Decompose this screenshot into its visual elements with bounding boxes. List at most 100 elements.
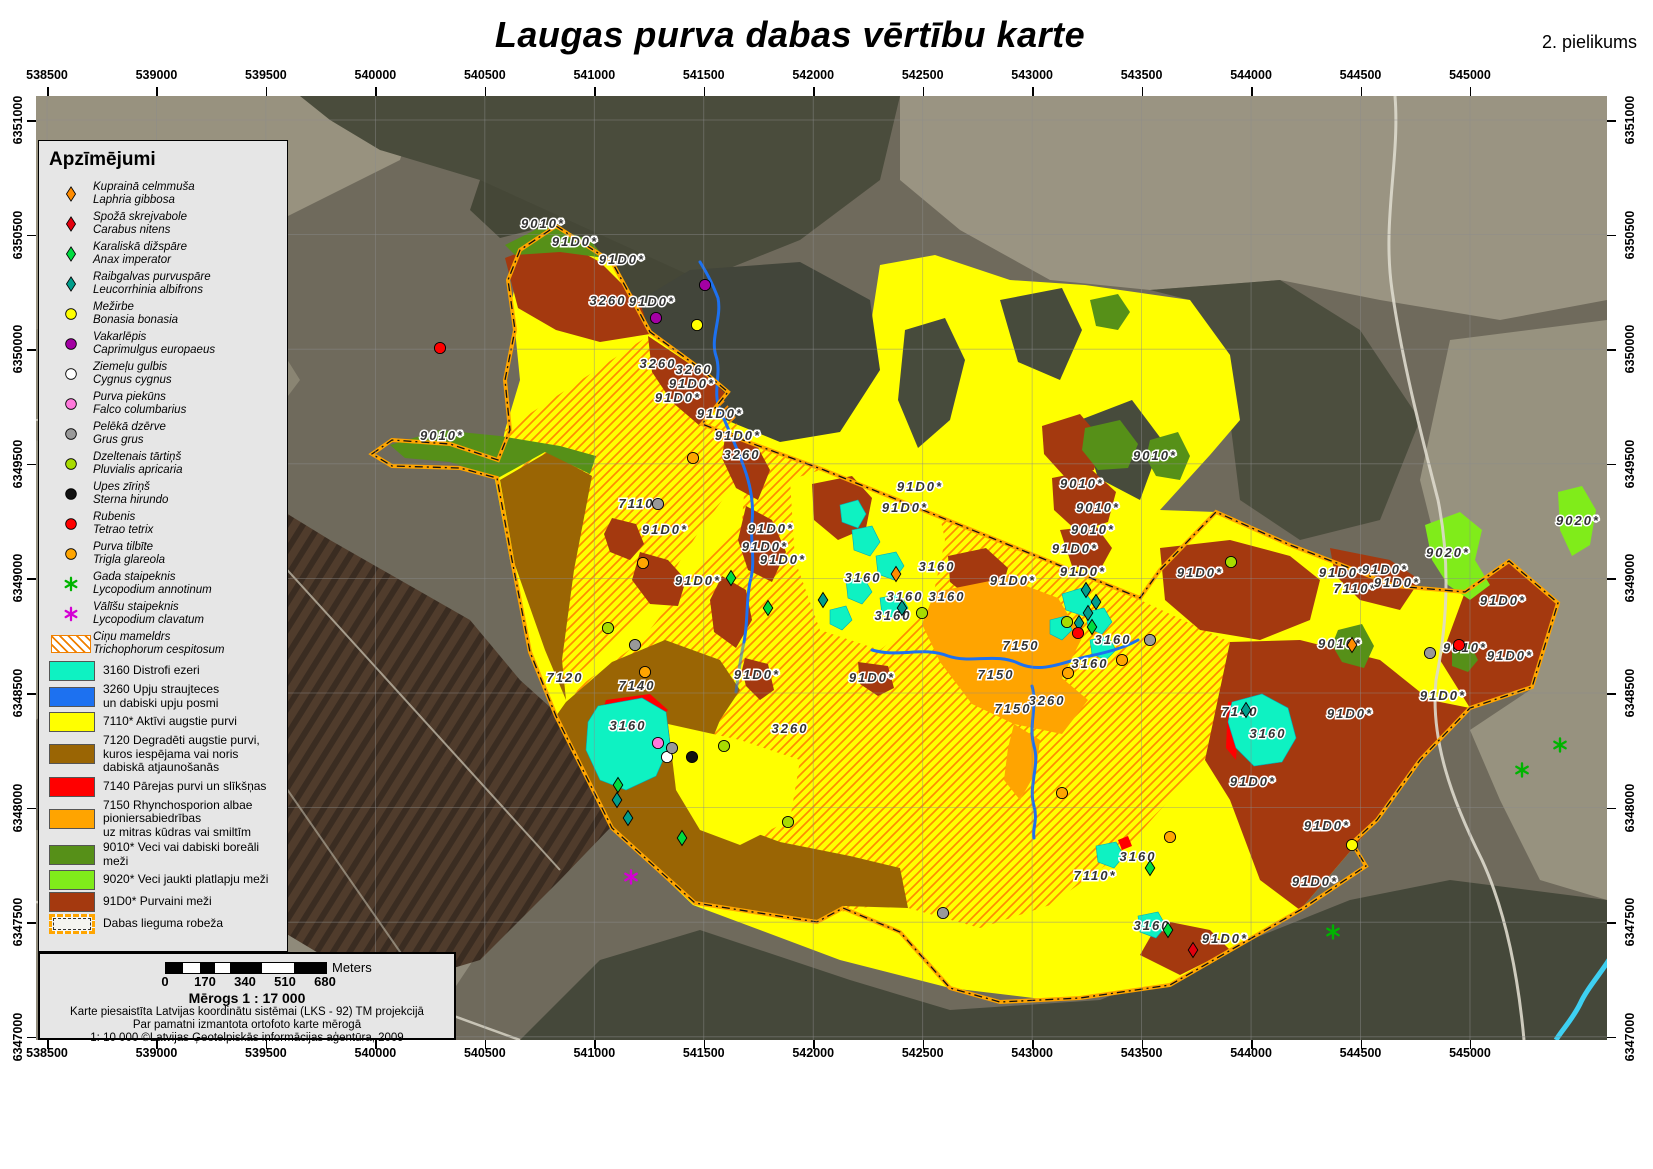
axis-coordinate-label: 543500 — [1120, 68, 1163, 82]
axis-tick — [27, 349, 36, 351]
legend-habitat-row-3160: 3160 Distrofi ezeri — [49, 661, 279, 681]
habitat-label-91D0: 91D0* — [1420, 688, 1466, 703]
habitat-label: 91D0* Purvaini meži — [103, 894, 212, 909]
habitat-label-91D0: 91D0* — [1052, 541, 1098, 556]
species-name: Mežirbe Bonasia bonasia — [93, 300, 179, 327]
axis-tick — [1607, 1036, 1616, 1039]
axis-coordinate-label: 6350000 — [11, 324, 25, 374]
habitat-label: 9020* Veci jaukti platlapju meži — [103, 872, 269, 887]
axis-coordinate-label: 544000 — [1230, 68, 1272, 82]
legend-habitat-row-7110: 7110* Aktīvi augstie purvi — [49, 712, 279, 732]
species-name: Ziemeļu gulbis Cygnus cygnus — [93, 360, 172, 387]
habitat-label-91D0: 91D0* — [599, 252, 645, 267]
axis-tick — [594, 1040, 596, 1049]
axis-tick — [27, 922, 36, 924]
diamond-green-marker — [762, 599, 774, 617]
habitat-label: 7150 Rhynchosporion albae pioniersabiedrī… — [103, 797, 253, 839]
habitat-label-3160: 3160 — [1120, 849, 1157, 864]
habitat-label-91D0: 91D0* — [748, 521, 794, 536]
circle-orange-marker — [1163, 830, 1177, 844]
axis-coordinate-label: 6348000 — [11, 783, 25, 832]
star-green-icon — [49, 574, 93, 594]
habitat-label-3260: 3260 — [590, 293, 627, 308]
circle-orange-marker — [638, 665, 652, 679]
map-scale: Mērogs 1 : 17 000 — [188, 990, 306, 1006]
habitat-label-3160: 3160 — [875, 608, 912, 623]
habitat-label-7150: 7150 — [978, 667, 1015, 682]
species-name: Karaliskā dižspāre Anax imperator — [93, 240, 187, 267]
habitat-label-91D0: 91D0* — [734, 667, 780, 682]
legend-species-row: Spožā skrejvabole Carabus nitens — [49, 209, 279, 239]
axis-tick — [1141, 1040, 1144, 1049]
habitat-label-7110: 7110* — [1073, 868, 1116, 883]
circle-red-marker — [65, 518, 77, 530]
habitat-swatch-3260 — [49, 686, 95, 707]
page-title: Laugas purva dabas vērtību karte — [494, 14, 1086, 55]
circle-gray-marker — [1143, 633, 1157, 647]
habitat-swatch-7110 — [49, 712, 95, 732]
axis-tick — [27, 463, 36, 466]
legend-panel: Apzīmējumi Kuprainā celmmuša Laphria gibb… — [38, 140, 288, 952]
axis-tick — [27, 578, 36, 580]
axis-coordinate-label: 6349500 — [11, 439, 25, 489]
circle-yellow-marker — [1345, 838, 1359, 852]
axis-tick — [1607, 693, 1616, 695]
species-name: Rubenis Tetrao tetrix — [93, 510, 154, 537]
habitat-label-91D0: 91D0* — [642, 522, 688, 537]
habitat-label-7140: 7140 — [619, 678, 656, 693]
axis-coordinate-label: 539500 — [245, 1046, 287, 1060]
circle-yellowgreen-marker — [781, 815, 795, 829]
star-green-marker — [1553, 737, 1567, 753]
axis-tick — [1469, 1040, 1472, 1049]
diamond-teal-marker — [817, 591, 829, 609]
axis-coordinate-label: 538500 — [26, 1046, 68, 1060]
habitat-label-91D0: 91D0* — [675, 573, 721, 588]
diamond-green-marker — [1162, 921, 1174, 939]
circle-orange-marker — [1115, 653, 1129, 667]
axis-coordinate-label: 545000 — [1449, 1046, 1491, 1060]
reserve-boundary — [368, 223, 1561, 1005]
axis-coordinate-label: 6347500 — [11, 897, 25, 947]
star-green-marker — [1326, 924, 1340, 940]
habitat-label-91D0: 91D0* — [1304, 818, 1350, 833]
habitat-label-91D0: 91D0* — [1060, 564, 1106, 579]
species-name: Pelēkā dzērve Grus grus — [93, 420, 166, 447]
circle-gray-icon — [49, 424, 93, 444]
habitat-label-91D0: 91D0* — [1362, 562, 1408, 577]
diamond-red-icon — [49, 214, 93, 234]
legend-species-row: Rubenis Tetrao tetrix — [49, 509, 279, 539]
axis-tick — [484, 87, 487, 96]
species-name: Vakarlēpis Caprimulgus europaeus — [93, 330, 216, 357]
axis-coordinate-label: 540500 — [463, 1046, 506, 1060]
axis-coordinate-label: 541500 — [682, 1046, 725, 1060]
circle-orange-marker — [65, 548, 77, 560]
habitat-label-91D0: 91D0* — [697, 406, 743, 421]
scalebar-tick: 680 — [314, 974, 336, 989]
axis-coordinate-label: 544500 — [1339, 1046, 1382, 1060]
habitat-label: 3260 Upju straujteces un dabiski upju pos… — [103, 682, 220, 710]
legend-species-row: Purva piekūns Falco columbarius — [49, 389, 279, 419]
axis-coordinate-label: 541000 — [573, 1046, 616, 1060]
boundary-label: Dabas lieguma robeža — [103, 916, 224, 931]
circle-black-marker — [65, 488, 77, 500]
star-green-marker — [64, 576, 78, 592]
legend-species-row: Mežirbe Bonasia bonasia — [49, 299, 279, 329]
diamond-green-marker — [725, 569, 737, 587]
axis-tick — [27, 120, 36, 122]
axis-tick — [47, 87, 49, 96]
axis-tick — [265, 1040, 268, 1049]
axis-coordinate-label: 540000 — [354, 68, 397, 82]
legend-habitat-row-9020: 9020* Veci jaukti platlapju meži — [49, 870, 279, 890]
habitat-swatch-7120 — [49, 744, 95, 765]
habitat-label-91D0: 91D0* — [655, 390, 701, 405]
circle-gray-marker — [1423, 646, 1437, 660]
axis-tick — [813, 1040, 815, 1049]
note-line-2: Par pamatni izmantota ortofoto karte mēr… — [132, 1019, 362, 1031]
scalebar-tick: 510 — [274, 974, 296, 989]
axis-coordinate-label: 544000 — [1230, 1046, 1272, 1060]
species-name: Ciņu mameldrs Trichophorum cespitosum — [93, 630, 225, 657]
axis-tick — [1032, 1040, 1034, 1049]
axis-tick — [27, 693, 36, 695]
habitat-label-91D0: 91D0* — [742, 539, 788, 554]
circle-orange-marker — [636, 556, 650, 570]
